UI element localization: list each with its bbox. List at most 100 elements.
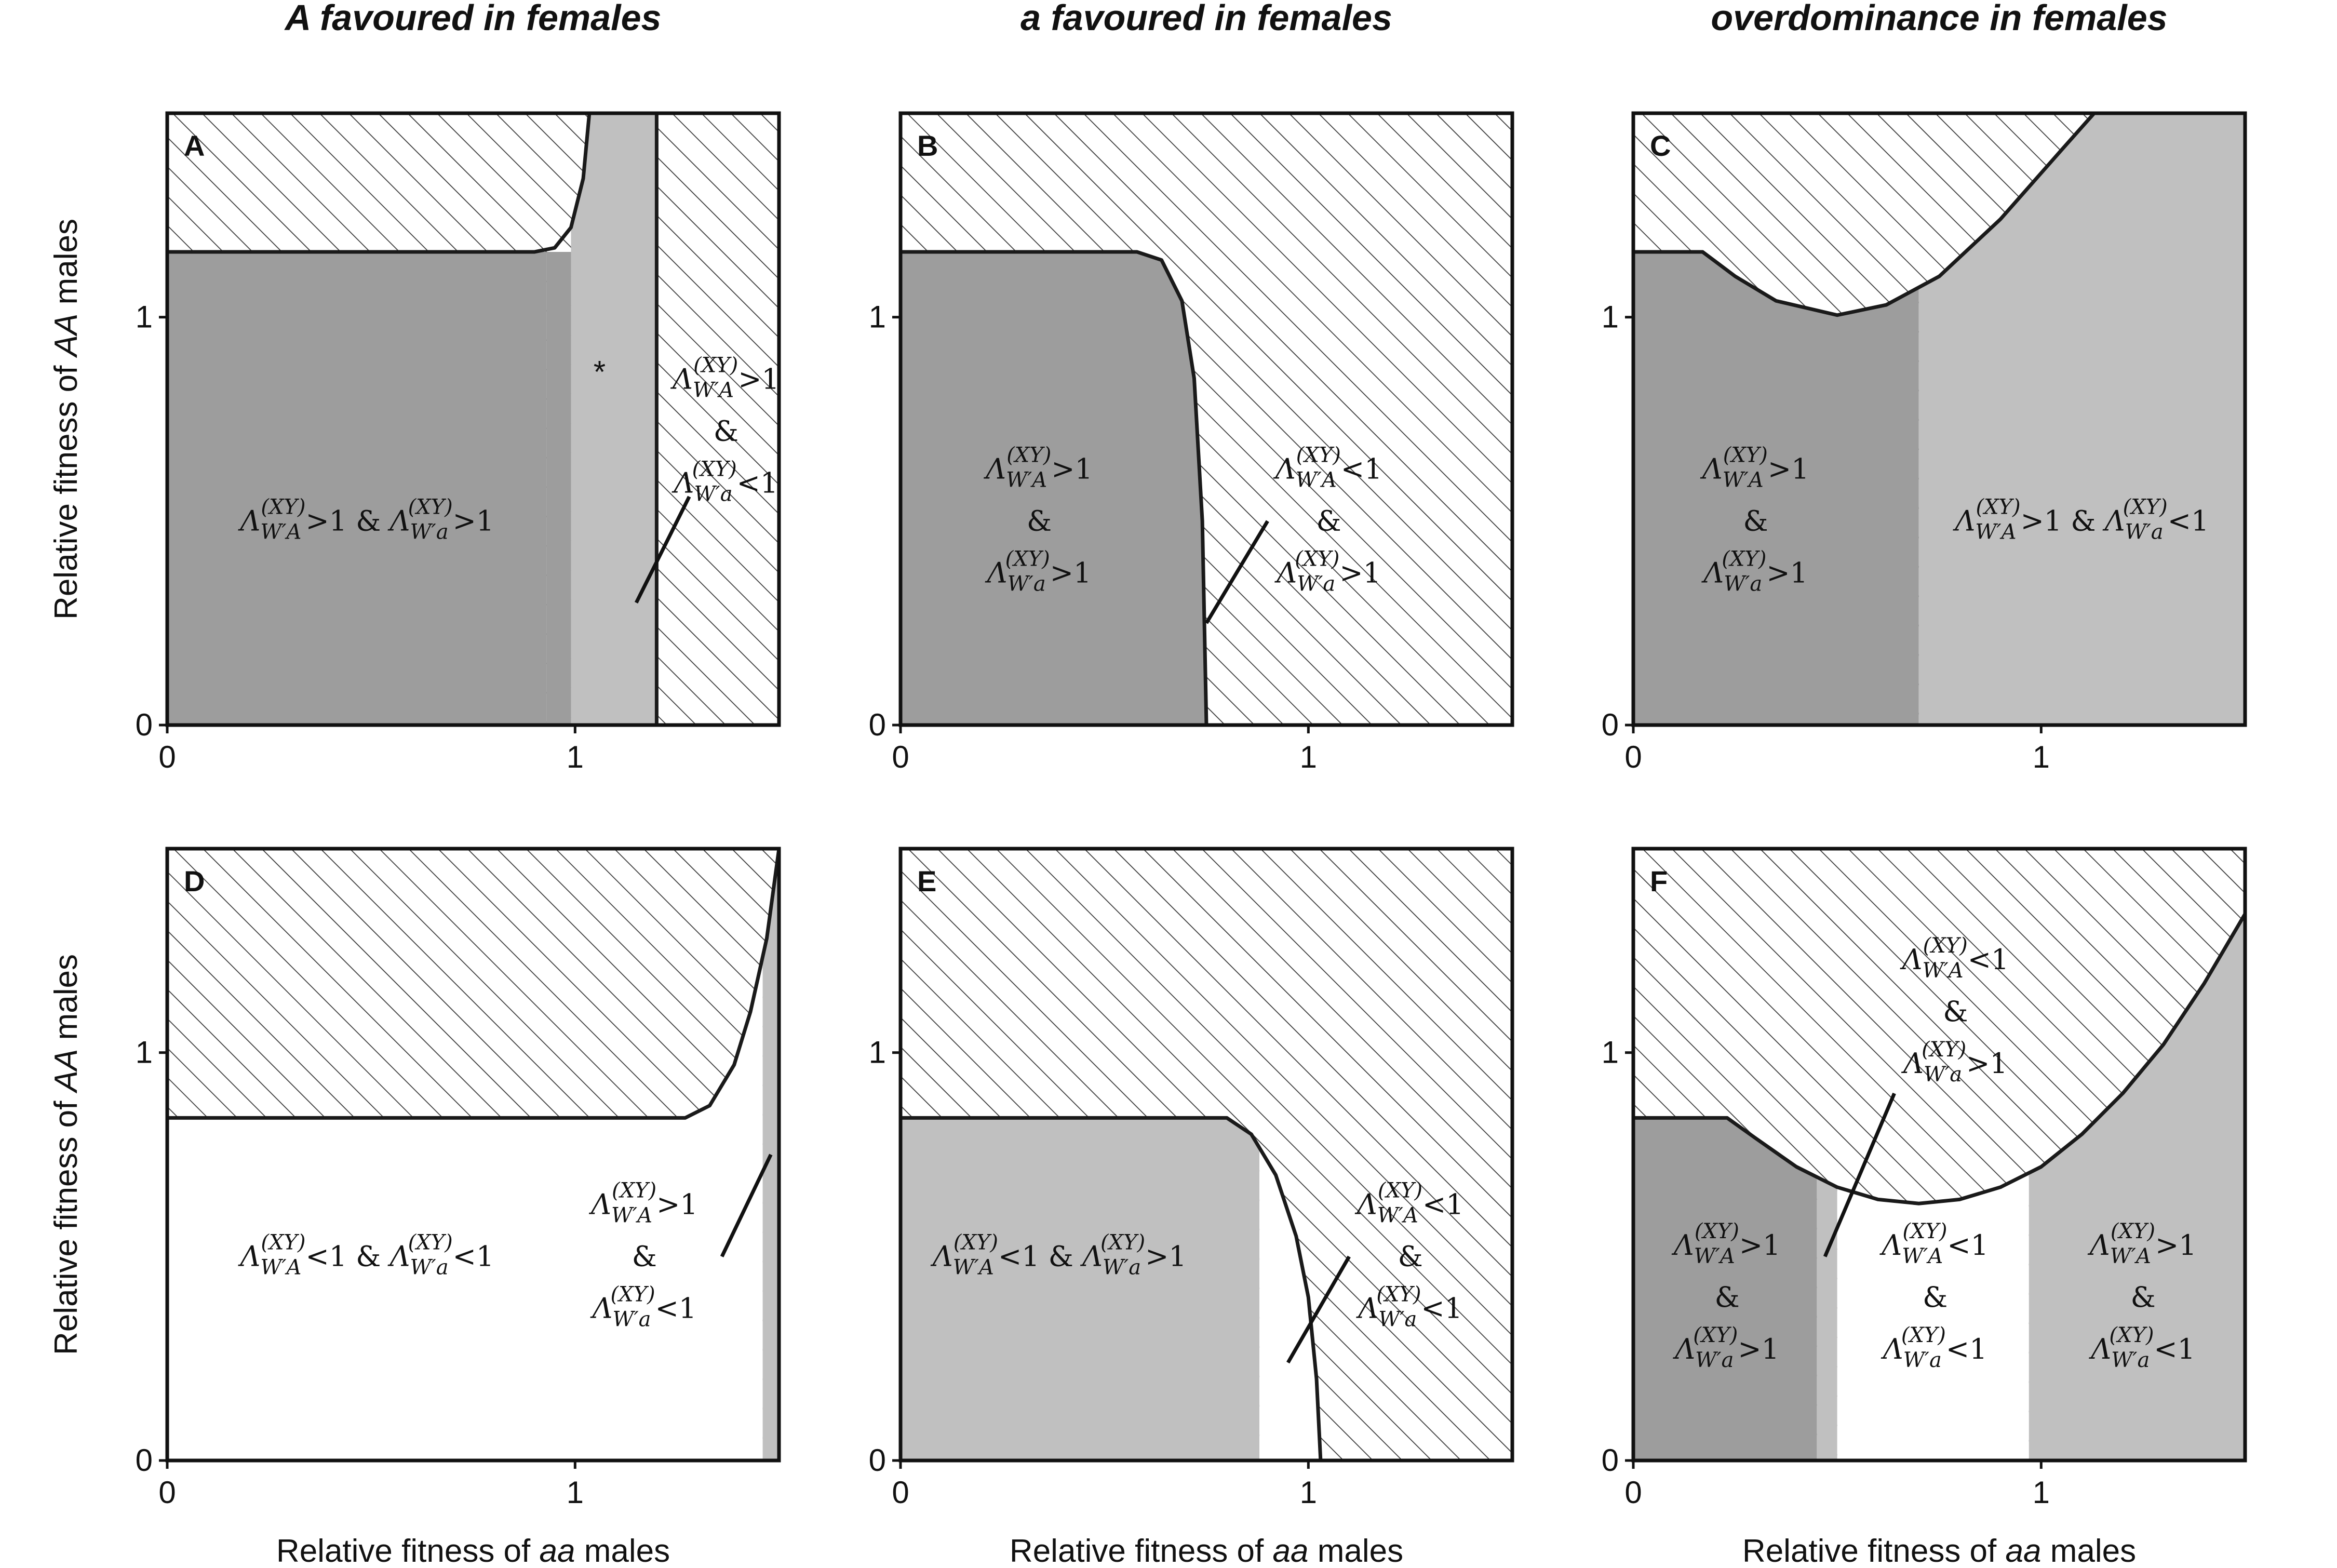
panels: ΛW′A(XY)>1 & ΛW′a(XY)>1 ΛW′A(XY)>1 & ΛW′a(X… [48,111,2247,1568]
panel-E-regions [901,849,1512,1460]
y-tick-label: 1 [869,300,886,334]
lambda-condition: ΛW′A(XY)<1 [1879,1219,1989,1268]
panel-letter: E [917,865,936,897]
filled-regions [167,113,657,725]
panel-letter: D [184,865,205,897]
y-tick-label: 0 [136,1443,153,1478]
column-titles: A favoured in females a favoured in femal… [284,0,2168,38]
panel-C: ΛW′A(XY)>1&ΛW′a(XY)>1ΛW′A(XY)>1 & ΛW′a(X… [1602,111,2247,774]
region-label-3: ΛW′A(XY)>1 & ΛW′a(XY)<1 [2087,1219,2197,1372]
ampersand: & [2131,1281,2156,1314]
region-label-2: ΛW′A(XY)>1 & ΛW′a(XY)<1 [588,1178,698,1331]
panel-F: ΛW′A(XY)>1 & ΛW′a(XY)>1 ΛW′A(XY)<1 & ΛW′a(XY)… [1602,847,2247,1568]
panel-letter: F [1650,865,1668,897]
x-tick-label: 0 [892,740,909,774]
boundary-curve [167,113,592,254]
column-title-2: a favoured in females [1020,0,1392,38]
x-tick-label: 1 [2033,740,2050,774]
plot-frame [1631,111,2247,727]
x-axis-title: Relative fitness of aa males [1010,1533,1403,1568]
lambda-condition: ΛW′a(XY)>1 [985,547,1092,596]
region-label-1: ΛW′A(XY)>1 & ΛW′a(XY)>1 [237,495,494,544]
region-label-1: ΛW′A(XY)>1 & ΛW′a(XY)>1 [983,443,1093,596]
ampersand: & [1398,1240,1423,1272]
y-tick-label: 0 [869,1443,886,1478]
x-tick-label: 1 [567,740,584,774]
plot-frame [165,111,781,727]
boundary-curve [1633,113,2096,317]
region-label-2: ΛW′A(XY)<1 & ΛW′a(XY)>1 [1273,443,1382,596]
lambda-condition: ΛW′a(XY)<1 [2088,1323,2195,1372]
region-label-2: ΛW′A(XY)<1 & ΛW′a(XY)<1 [1879,1219,1989,1372]
lambda-condition: ΛW′a(XY)>1 [1274,547,1381,596]
lambda-condition: ΛW′A(XY)<1 [1273,443,1382,492]
x-tick-label: 1 [1300,1475,1317,1510]
region-label-2: ΛW′A(XY)>1 & ΛW′a(XY)<1 [1952,495,2209,544]
y-tick-label: 1 [1602,300,1619,334]
ampersand: & [1027,504,1052,537]
panel-A-regions [167,113,779,725]
panel-D-regions [167,849,779,1460]
x-tick-label: 1 [2033,1475,2050,1510]
panel-F-regions [1633,849,2245,1460]
lambda-condition: ΛW′A(XY)>1 [670,354,780,403]
lambda-condition: ΛW′A(XY)>1 [588,1178,698,1227]
plot-frame [898,847,1514,1463]
panel-E: ΛW′A(XY)<1 & ΛW′a(XY)>1 ΛW′A(XY)<1 & ΛW′a(X… [869,847,1514,1568]
y-tick-label: 1 [136,300,153,334]
y-axis-title: Relative fitness of AA males [48,219,84,620]
lambda-condition: ΛW′a(XY)<1 [1355,1282,1462,1331]
filled-regions [901,252,1206,725]
y-tick-label: 0 [136,707,153,742]
lambda-condition: ΛW′A(XY)<1 & ΛW′a(XY)<1 [237,1230,494,1279]
lambda-condition: ΛW′A(XY)<1 [1354,1178,1464,1227]
y-tick-label: 1 [136,1035,153,1070]
panel-letter: C [1650,129,1671,162]
boundary-curve [901,1116,1323,1460]
ampersand: & [1743,504,1768,537]
pointer-line-1 [1823,1092,1896,1257]
lambda-condition: ΛW′a(XY)>1 [1901,1038,2008,1087]
y-tick-label: 1 [869,1035,886,1070]
x-tick-label: 1 [567,1475,584,1510]
lambda-condition: ΛW′a(XY)>1 [1672,1323,1779,1372]
x-axis-title: Relative fitness of aa males [1742,1533,2136,1568]
column-title-3: overdominance in females [1711,0,2167,38]
region-label-2: ΛW′A(XY)>1 & ΛW′a(XY)<1 [670,354,780,506]
pointer-line-1 [1204,520,1269,624]
column-title-1: A favoured in females [284,0,662,38]
lambda-condition: ΛW′a(XY)<1 [589,1282,696,1331]
x-tick-label: 0 [158,1475,176,1510]
x-axis-title: Relative fitness of aa males [276,1533,670,1568]
panel-letter: A [184,129,205,162]
lambda-condition: ΛW′A(XY)>1 & ΛW′a(XY)<1 [1952,495,2209,544]
region-label-1: ΛW′A(XY)<1 & ΛW′a(XY)>1 [930,1230,1187,1279]
lambda-condition: ΛW′A(XY)>1 [1671,1219,1781,1268]
ampersand: & [1317,504,1341,537]
y-tick-label: 0 [1602,1443,1619,1478]
plot-frame [1631,847,2247,1463]
y-axis-title: Relative fitness of AA males [48,954,84,1355]
panel-letter: B [917,129,938,162]
region-label-2: ΛW′A(XY)<1 & ΛW′a(XY)<1 [1354,1178,1464,1331]
region-label-1: ΛW′A(XY)>1 & ΛW′a(XY)>1 [1671,1219,1781,1372]
lambda-condition: ΛW′A(XY)<1 [1900,934,2009,983]
x-tick-label: 1 [1300,740,1317,774]
x-tick-label: 0 [892,1475,909,1510]
x-tick-label: 0 [1624,1475,1642,1510]
y-tick-label: 0 [869,707,886,742]
region-label-1: ΛW′A(XY)>1 & ΛW′a(XY)>1 [1700,443,1809,596]
panel-A: ΛW′A(XY)>1 & ΛW′a(XY)>1 ΛW′A(XY)>1 & ΛW′a(X… [48,111,781,774]
region-light_gray-1 [901,1118,1260,1460]
lambda-condition: ΛW′a(XY)>1 [1701,547,1808,596]
ampersand: & [632,1240,657,1272]
region-dark_gray-1 [167,252,547,725]
plot-frame [898,111,1514,727]
lambda-condition: ΛW′A(XY)>1 [2087,1219,2197,1268]
lambda-condition: ΛW′A(XY)<1 & ΛW′a(XY)>1 [930,1230,1187,1279]
annotation-star: * [594,354,606,389]
lambda-condition: ΛW′A(XY)>1 [1700,443,1809,492]
lambda-condition: ΛW′A(XY)>1 [983,443,1093,492]
y-tick-label: 1 [1602,1035,1619,1070]
